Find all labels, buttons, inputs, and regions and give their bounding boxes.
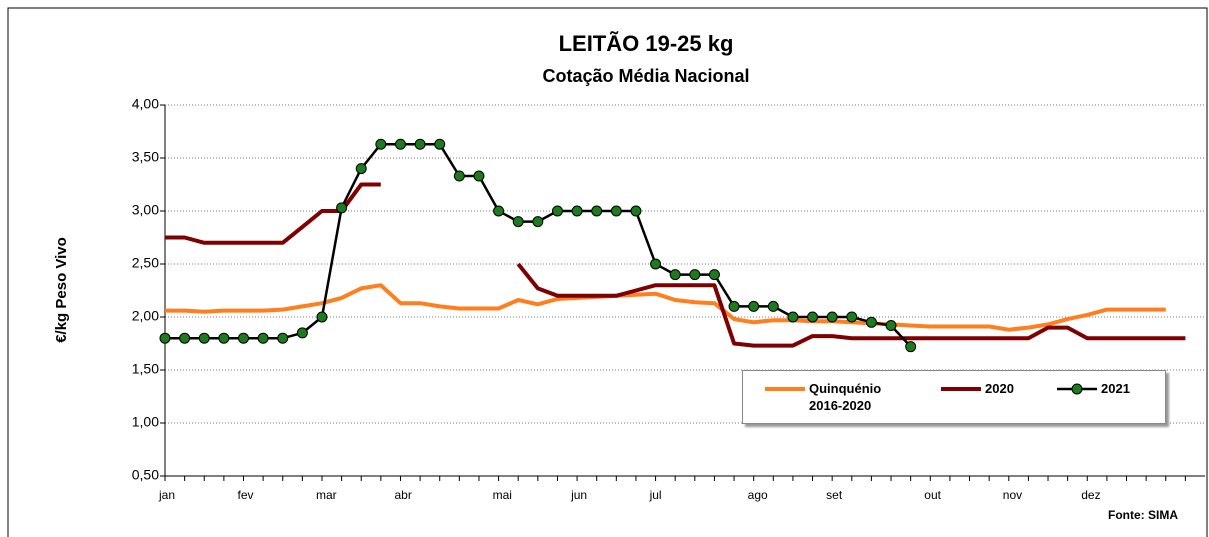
y-tick-label: 1,50 bbox=[132, 361, 159, 377]
x-tick-label: mai bbox=[493, 488, 512, 502]
data-point bbox=[218, 332, 230, 344]
x-tick-label: dez bbox=[1081, 488, 1100, 502]
y-tick-label: 2,50 bbox=[132, 255, 159, 271]
y-tick-label: 0,50 bbox=[132, 467, 159, 483]
legend-label: Quinquénio 2016-2020 bbox=[809, 381, 882, 413]
data-point bbox=[591, 205, 603, 217]
data-point bbox=[355, 163, 367, 175]
data-point bbox=[865, 316, 877, 328]
y-tick-label: 2,00 bbox=[132, 308, 159, 324]
x-tick-label: jul bbox=[649, 488, 662, 502]
data-point bbox=[571, 205, 583, 217]
data-point bbox=[807, 311, 819, 323]
x-tick-label: abr bbox=[394, 488, 411, 502]
data-point bbox=[316, 311, 328, 323]
legend-swatch bbox=[765, 387, 805, 391]
data-point bbox=[669, 269, 681, 281]
y-axis-label: €/kg Peso Vivo bbox=[53, 237, 70, 343]
data-point bbox=[257, 332, 269, 344]
data-point bbox=[375, 138, 387, 150]
data-point bbox=[551, 205, 563, 217]
x-tick-label: set bbox=[826, 488, 843, 502]
y-tick-label: 1,00 bbox=[132, 414, 159, 430]
data-point bbox=[179, 332, 191, 344]
y-tick-label: 3,50 bbox=[132, 149, 159, 165]
x-tick-label: out bbox=[924, 488, 941, 502]
data-point bbox=[473, 170, 485, 182]
x-tick-label: jun bbox=[570, 488, 587, 502]
data-point bbox=[336, 202, 348, 214]
data-point bbox=[650, 258, 662, 270]
data-point bbox=[277, 332, 289, 344]
data-point bbox=[237, 332, 249, 344]
series-line bbox=[165, 142, 912, 348]
legend: Quinquénio 2016-2020 2020 2021 bbox=[742, 370, 1166, 424]
legend-swatch bbox=[941, 387, 981, 391]
x-tick-label: mar bbox=[316, 488, 337, 502]
data-point bbox=[708, 269, 720, 281]
series-line bbox=[165, 283, 1166, 332]
x-tick-label: nov bbox=[1003, 488, 1022, 502]
data-point bbox=[198, 332, 210, 344]
legend-item: Quinquénio 2016-2020 bbox=[763, 380, 889, 414]
data-point bbox=[453, 170, 465, 182]
data-point bbox=[905, 341, 917, 353]
chart-frame bbox=[7, 7, 1208, 537]
data-point bbox=[394, 138, 406, 150]
data-point bbox=[159, 332, 171, 344]
data-point bbox=[767, 300, 779, 312]
data-point bbox=[748, 300, 760, 312]
data-point bbox=[434, 138, 446, 150]
legend-swatch bbox=[1057, 383, 1097, 395]
data-point bbox=[532, 216, 544, 228]
data-point bbox=[787, 311, 799, 323]
y-tick-label: 3,00 bbox=[132, 202, 159, 218]
legend-item: 2020 bbox=[939, 380, 1014, 397]
data-point bbox=[414, 138, 426, 150]
chart-subtitle: Cotação Média Nacional bbox=[542, 66, 749, 86]
data-point bbox=[885, 319, 897, 331]
legend-label: 2021 bbox=[1101, 381, 1130, 396]
data-point bbox=[296, 327, 308, 339]
data-point bbox=[493, 205, 505, 217]
legend-marker bbox=[1071, 383, 1083, 395]
data-point bbox=[610, 205, 622, 217]
data-point bbox=[826, 311, 838, 323]
data-point bbox=[728, 300, 740, 312]
legend-label: 2020 bbox=[985, 381, 1014, 396]
data-point bbox=[630, 205, 642, 217]
legend-item: 2021 bbox=[1055, 380, 1130, 397]
x-tick-label: ago bbox=[748, 488, 768, 502]
data-point bbox=[846, 311, 858, 323]
chart-title: LEITÃO 19-25 kg bbox=[559, 31, 734, 56]
y-tick-label: 4,00 bbox=[132, 96, 159, 112]
data-point bbox=[689, 269, 701, 281]
data-point bbox=[512, 216, 524, 228]
x-tick-label: jan bbox=[158, 488, 175, 502]
x-tick-label: fev bbox=[237, 488, 253, 502]
source: Fonte: SIMA bbox=[1108, 508, 1178, 522]
